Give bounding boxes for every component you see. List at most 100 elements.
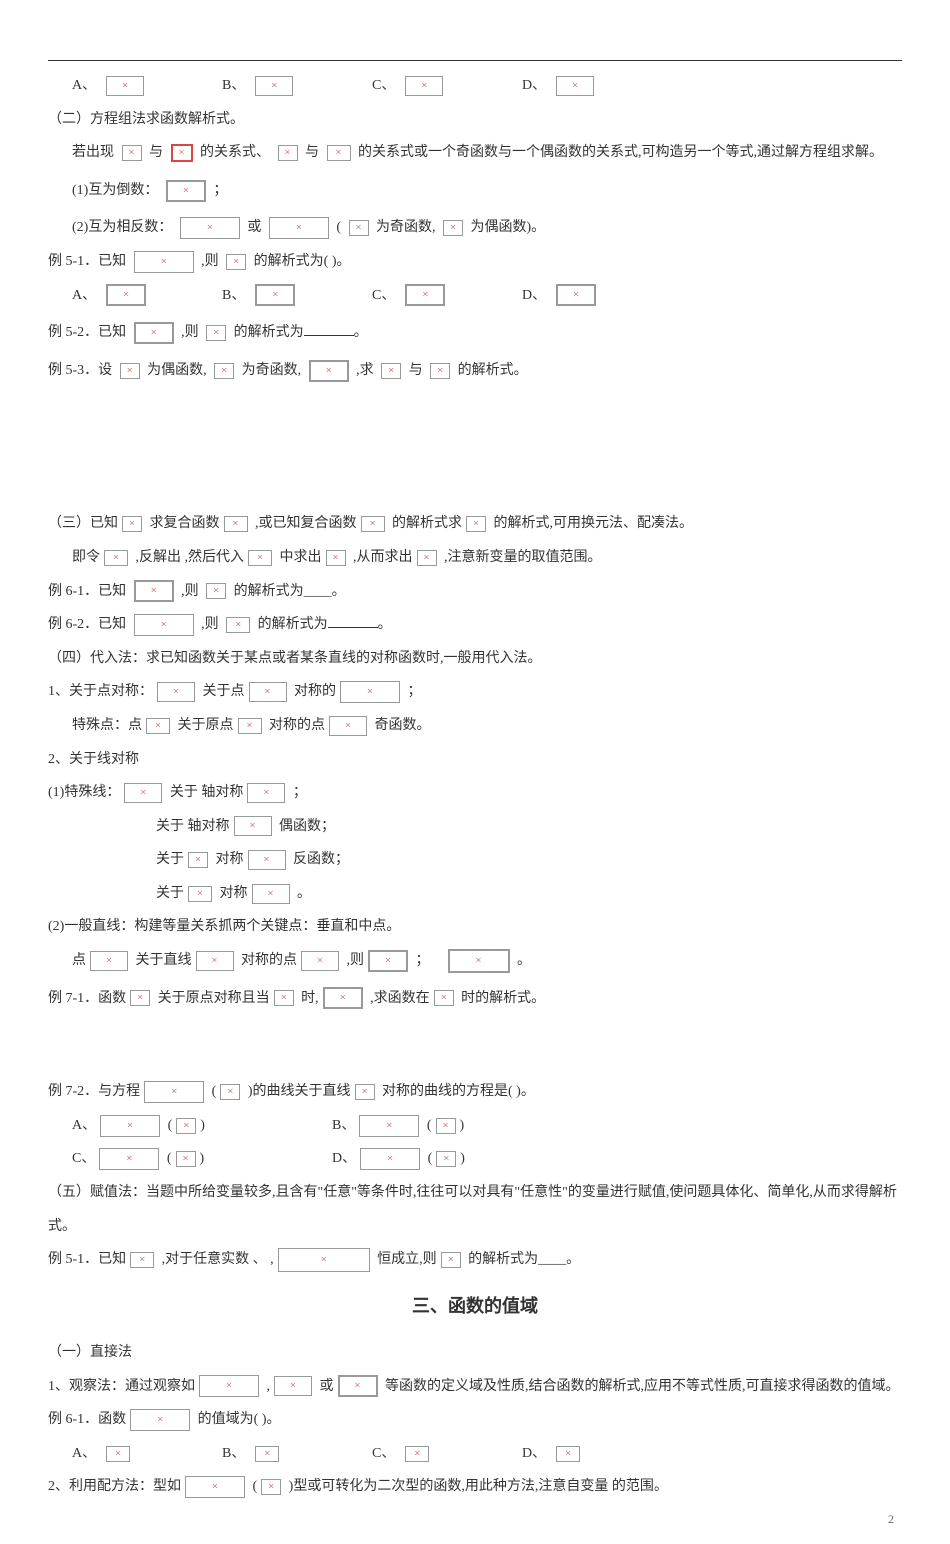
ex62: 例 6-2．已知 ,则 的解析式为。 <box>48 608 902 642</box>
text: 偶函数； <box>279 819 335 834</box>
text: ,则 <box>201 617 219 632</box>
formula-icon <box>180 217 240 239</box>
formula-icon <box>106 284 146 306</box>
text: 。 <box>297 886 311 901</box>
formula-icon <box>255 284 295 306</box>
text: 例 6-2．已知 <box>48 617 126 632</box>
text: 中求出 <box>280 550 322 565</box>
text: 对称 <box>220 886 248 901</box>
text: 。 <box>517 953 531 968</box>
text: ) <box>200 1151 205 1166</box>
formula-icon <box>157 682 195 702</box>
text: 例 5-1．已知 <box>48 1252 126 1267</box>
ex51-options: A、 B、 C、 D、 <box>48 279 902 313</box>
formula-icon <box>436 1151 456 1167</box>
text: 例 7-1．函数 <box>48 991 126 1006</box>
text: ,则 <box>347 953 365 968</box>
opt-b: B、 () <box>332 1109 464 1143</box>
formula-icon <box>185 1476 245 1498</box>
formula-icon <box>556 1446 580 1462</box>
text: ( <box>212 1084 217 1099</box>
formula-icon <box>329 716 367 736</box>
ex61b: 例 6-1．函数 的值域为( )。 <box>48 1403 902 1437</box>
formula-icon <box>326 550 346 566</box>
text: 对称 <box>216 852 244 867</box>
formula-icon <box>327 145 351 161</box>
label: A、 <box>72 279 96 313</box>
opt-label-a: A、 <box>72 69 96 103</box>
opt-b: B、 <box>222 1437 372 1471</box>
blank <box>304 321 354 336</box>
formula-icon <box>130 1409 190 1431</box>
opt-d: D、 <box>522 1437 672 1471</box>
formula-icon <box>176 1118 196 1134</box>
text: 与 <box>305 145 319 160</box>
text: 例 5-3．设 <box>48 363 112 378</box>
text: 的关系式或一个奇函数与一个偶函数的关系式,可构造另一个等式,通过解方程组求解。 <box>358 145 883 160</box>
formula-icon <box>436 1118 456 1134</box>
text: 的解析式。 <box>458 363 528 378</box>
formula-icon <box>122 145 142 161</box>
text: 关于 <box>156 852 184 867</box>
opt-b: B、 <box>222 279 372 313</box>
formula-icon <box>104 550 128 566</box>
secA-title: （一）直接法 <box>48 1336 902 1370</box>
text: ( <box>168 1118 173 1133</box>
ex61b-opts: A、 B、 C、 D、 <box>48 1437 902 1471</box>
sec2-intro: 若出现 与 的关系式、 与 的关系式或一个奇函数与一个偶函数的关系式,可构造另一… <box>48 136 902 170</box>
formula-icon <box>134 614 194 636</box>
formula-icon <box>405 76 443 96</box>
text: 奇函数。 <box>375 718 431 733</box>
text: 即令 <box>72 550 100 565</box>
formula-icon <box>100 1115 160 1137</box>
formula-icon <box>226 254 246 270</box>
text: ,求 <box>356 363 374 378</box>
opt-c: C、 <box>372 279 522 313</box>
sec5-title: （五）赋值法：当题中所给变量较多,且含有"任意"等条件时,往往可以对具有"任意性… <box>48 1176 902 1243</box>
label: D、 <box>522 279 546 313</box>
text: 为奇函数, <box>376 220 436 235</box>
text: 1、观察法：通过观察如 <box>48 1379 195 1394</box>
sec2-title: （二）方程组法求函数解析式。 <box>48 103 902 137</box>
text: 时, <box>301 991 319 1006</box>
formula-icon <box>323 987 363 1009</box>
formula-icon <box>249 682 287 702</box>
formula-icon <box>120 363 140 379</box>
formula-icon <box>124 783 162 803</box>
opt-a: A、 <box>72 69 222 103</box>
text: 特殊点：点 <box>72 718 142 733</box>
formula-icon <box>134 580 174 602</box>
formula-icon <box>355 1084 375 1100</box>
text: 。 <box>354 325 368 340</box>
text: 的解析式为 <box>234 325 304 340</box>
formula-icon <box>134 322 174 344</box>
text: ( <box>427 1118 432 1133</box>
formula-icon <box>238 718 262 734</box>
text: 的解析式为 <box>258 617 328 632</box>
text: 的解析式为( )。 <box>254 254 351 269</box>
text: ,反解出 ,然后代入 <box>136 550 245 565</box>
blank <box>328 613 378 628</box>
opt-c: C、 <box>372 1437 522 1471</box>
formula-icon <box>252 884 290 904</box>
text: ； <box>408 684 422 699</box>
m2: 2、利用配方法：型如 ( )型或可转化为二次型的函数,用此种方法,注意自变量 的… <box>48 1470 902 1504</box>
formula-icon <box>349 220 369 236</box>
formula-icon <box>274 990 294 1006</box>
text: 的解析式为____。 <box>234 584 346 599</box>
formula-icon <box>122 516 142 532</box>
formula-icon <box>214 363 234 379</box>
text: ,则 <box>181 325 199 340</box>
text: 与 <box>409 363 423 378</box>
text: , <box>267 1379 271 1394</box>
text: 关于 <box>156 886 184 901</box>
formula-icon <box>360 1148 420 1170</box>
text: 例 6-1．已知 <box>48 584 126 599</box>
formula-icon <box>301 951 339 971</box>
text: 关于 轴对称 <box>170 785 244 800</box>
text: ,求函数在 <box>370 991 430 1006</box>
ex51b: 例 5-1．已知 ,对于任意实数 、 , 恒成立,则 的解析式为____。 <box>48 1243 902 1277</box>
formula-icon <box>309 360 349 382</box>
formula-icon <box>405 284 445 306</box>
text: (2)互为相反数： <box>72 220 172 235</box>
